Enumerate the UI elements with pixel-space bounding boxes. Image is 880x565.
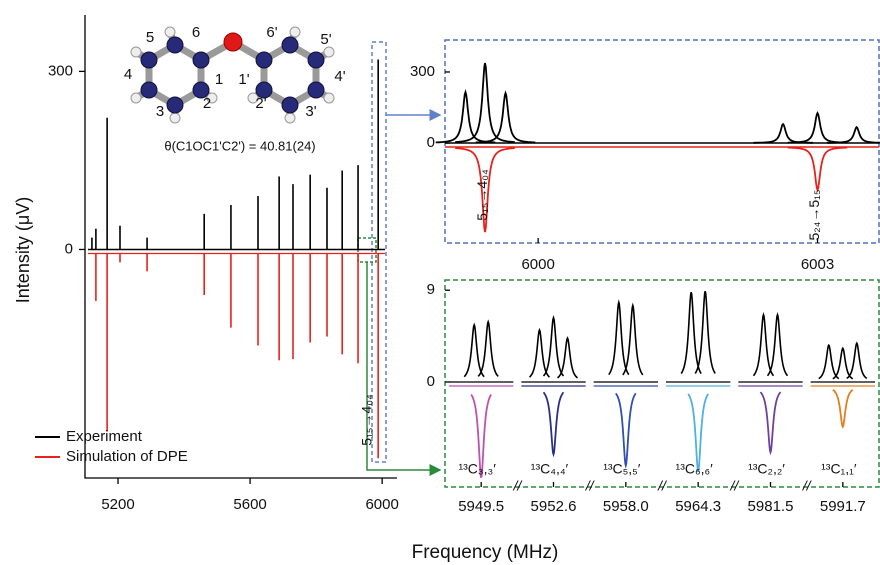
peak (680, 292, 702, 375)
legend-label: Experiment (66, 428, 143, 445)
peak (557, 336, 578, 379)
peak (455, 62, 515, 143)
axis (84, 15, 397, 479)
atom-label: 2 (203, 95, 211, 112)
peak (753, 122, 813, 144)
peak (694, 291, 716, 374)
x-tick-label: 5964.3 (675, 498, 721, 515)
zoom-box (371, 41, 387, 463)
sim-peak (687, 393, 709, 472)
angle-annotation: θ(C1OC1'C2') = 40.81(24) (164, 138, 315, 153)
atom-label: 3' (305, 103, 316, 120)
y-tick-label: 0 (65, 240, 73, 257)
x-tick-label: 5981.5 (748, 498, 794, 515)
isotopologue-label: ¹³C₅,₅′ (603, 461, 641, 477)
axis-break: // (657, 478, 668, 494)
atom-label: 2' (255, 95, 266, 112)
atom-label: 1' (238, 71, 249, 88)
inset-frame (444, 279, 880, 488)
sim-peak (759, 391, 782, 456)
isotopologue-label: ¹³C₂,₂′ (748, 461, 785, 477)
axis-break: // (802, 478, 813, 494)
y-axis-title: Intensity (μV) (13, 197, 33, 303)
atom-label: 5 (146, 29, 154, 46)
legend-label: Simulation of DPE (66, 448, 188, 465)
x-tick-label: 5600 (233, 496, 266, 513)
isotopologue-label: ¹³C₁,₁′ (821, 461, 857, 477)
peak (752, 312, 775, 377)
x-tick-label: 5952.6 (531, 498, 577, 515)
isotopologue-label: ¹³C₆,₆′ (676, 461, 714, 477)
x-tick-label: 5958.0 (603, 498, 649, 515)
atom-label: 6' (266, 24, 277, 41)
peak (463, 322, 485, 378)
y-tick-label: 0 (427, 134, 435, 151)
peak (542, 315, 565, 377)
axis-break: // (585, 478, 596, 494)
x-tick-label: 6000 (521, 256, 554, 273)
sim-peak (615, 392, 637, 470)
x-tick-label: 6003 (801, 256, 834, 273)
atom-label: 3 (156, 103, 164, 120)
peak (622, 302, 644, 376)
x-tick-label: 5991.7 (820, 498, 866, 515)
y-tick-label: 300 (410, 63, 435, 80)
peak (818, 343, 840, 380)
x-tick-label: 5200 (101, 496, 134, 513)
peak (787, 146, 848, 193)
atom-label: 1 (215, 71, 223, 88)
atom-label: 4 (124, 66, 132, 83)
peak (787, 110, 848, 144)
x-tick-label: 5949.5 (458, 498, 504, 515)
peak (477, 319, 499, 377)
peak (608, 299, 630, 376)
y-tick-label: 300 (48, 62, 73, 79)
peak (846, 341, 868, 380)
atom-label: 4' (334, 68, 345, 85)
isotopologue-label: ¹³C₃,₃′ (458, 461, 496, 477)
peak (475, 90, 536, 144)
peak (766, 312, 789, 377)
peak (826, 125, 880, 144)
sim-peak (832, 389, 854, 429)
x-tick-label: 6000 (365, 496, 398, 513)
axis-break: // (729, 478, 740, 494)
sim-peak (470, 394, 492, 478)
y-tick-label: 0 (427, 373, 435, 390)
peak-annotation: 5₁₅→4₀₄ (359, 394, 375, 446)
sim-peak (542, 391, 565, 458)
y-tick-label: 9 (427, 281, 435, 298)
axis-break: // (512, 478, 523, 494)
zoom-arrow (366, 262, 442, 476)
peak-annotation: 5₁₅→4₀₄ (474, 169, 490, 221)
x-axis-title: Frequency (MHz) (412, 542, 559, 563)
isotopologue-label: ¹³C₄,₄′ (531, 461, 569, 477)
peak-annotation: 5₂₄→5₁₅ (806, 189, 822, 240)
peak (455, 147, 515, 233)
molecule (130, 26, 335, 124)
atom-label: 5' (320, 31, 331, 48)
atom-label: 6 (192, 24, 200, 41)
